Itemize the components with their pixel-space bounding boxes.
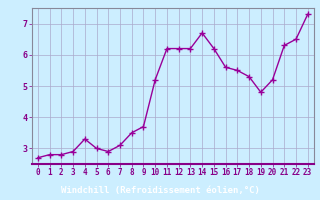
- Text: Windchill (Refroidissement éolien,°C): Windchill (Refroidissement éolien,°C): [60, 186, 260, 194]
